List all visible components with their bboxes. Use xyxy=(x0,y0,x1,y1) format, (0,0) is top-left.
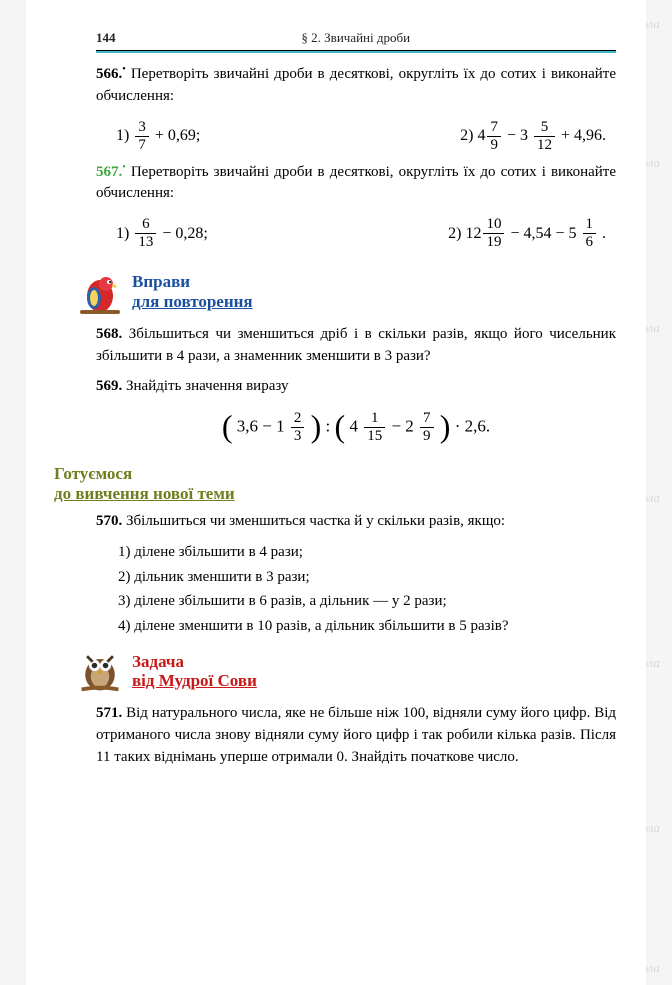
heading-prepare: Готуємося до вивчення нової теми xyxy=(26,464,616,503)
frac-top: 1 xyxy=(368,411,382,427)
tail: + 0,69; xyxy=(155,127,200,145)
heading-text: Готуємося до вивчення нової теми xyxy=(54,464,235,503)
item-2: 2) 479 − 3 512 + 4,96. xyxy=(460,120,606,153)
item-label: 2) xyxy=(460,127,473,145)
mid: − 3 xyxy=(507,127,528,145)
problem-number: 571. xyxy=(96,705,122,721)
heading-exercises: Вправи для повторення xyxy=(76,268,616,316)
section-title: § 2. Звичайні дроби xyxy=(301,30,410,46)
page-number: 144 xyxy=(96,30,116,46)
parrot-icon xyxy=(76,268,124,316)
item-1: 1) 37 + 0,69; xyxy=(116,120,200,153)
problem-569-formula: ( 3,6 − 1 23 ) : ( 4 115 − 2 79 ) · 2,6. xyxy=(96,405,616,454)
whole: 4 xyxy=(477,127,485,145)
problem-570-list: 1) ділене збільшити в 4 рази; 2) дільник… xyxy=(96,541,616,637)
heading-text: Вправи для повторення xyxy=(132,272,253,311)
item-label: 1) xyxy=(116,127,129,145)
problem-text: Перетворіть звичайні дроби в десяткові, … xyxy=(96,164,616,202)
heading-line2: для повторення xyxy=(132,292,253,312)
colon: : xyxy=(326,417,331,436)
problem-text: Збільшиться чи зменшиться частка й у скі… xyxy=(126,513,505,529)
frac-top: 5 xyxy=(538,120,552,136)
tail: + 4,96. xyxy=(561,127,606,145)
frac-bot: 19 xyxy=(483,233,504,250)
problem-number: 570. xyxy=(96,513,122,529)
frac-top: 10 xyxy=(483,217,504,233)
dot: • xyxy=(122,64,126,75)
item-1: 1) 613 − 0,28; xyxy=(116,217,208,250)
frac-bot: 7 xyxy=(135,136,149,153)
item-label: 1) xyxy=(116,225,129,243)
header-rule xyxy=(96,50,616,53)
mid: − 2 xyxy=(391,417,413,436)
problem-568: 568. Збільшиться чи зменшиться дріб і в … xyxy=(96,324,616,368)
whole: 12 xyxy=(465,225,481,243)
part-b: 4 xyxy=(349,417,358,436)
item-label: 2) xyxy=(448,225,461,243)
frac-bot: 15 xyxy=(364,427,385,444)
frac-top: 7 xyxy=(420,411,434,427)
frac-bot: 12 xyxy=(534,136,555,153)
heading-text: Задача від Мудрої Сови xyxy=(132,652,257,691)
problem-571: 571. Від натурального числа, яке не біль… xyxy=(96,703,616,768)
frac-top: 6 xyxy=(139,217,153,233)
frac-top: 3 xyxy=(135,120,149,136)
problem-text: Збільшиться чи зменшиться дріб і в скіль… xyxy=(96,326,616,364)
list-item: 3) ділене збільшити в 6 разів, а дільник… xyxy=(118,590,616,613)
heading-owl: Задача від Мудрої Сови xyxy=(76,647,616,695)
page-header: 144 § 2. Звичайні дроби xyxy=(96,30,616,50)
owl-icon xyxy=(76,647,124,695)
problem-number: 569. xyxy=(96,378,122,394)
problem-570: 570. Збільшиться чи зменшиться частка й … xyxy=(96,511,616,533)
problem-566: 566.• Перетворіть звичайні дроби в десят… xyxy=(96,63,616,108)
heading-line2: до вивчення нової теми xyxy=(54,484,235,504)
heading-line1: Задача xyxy=(132,652,257,672)
problem-text: Перетворіть звичайні дроби в десяткові, … xyxy=(96,66,616,104)
problem-number: 568. xyxy=(96,326,122,342)
frac-bot: 9 xyxy=(487,136,501,153)
list-item: 4) ділене зменшити в 10 разів, а дільник… xyxy=(118,615,616,638)
problem-number: 566. xyxy=(96,66,122,82)
list-item: 1) ділене збільшити в 4 рази; xyxy=(118,541,616,564)
problem-text: Від натурального числа, яке не більше ні… xyxy=(96,705,616,765)
heading-line1: Вправи xyxy=(132,272,253,292)
problem-text: Знайдіть значення виразу xyxy=(126,378,288,394)
frac-top: 2 xyxy=(291,411,305,427)
item-2: 2) 121019 − 4,54 − 5 16 . xyxy=(448,217,606,250)
frac-top: 1 xyxy=(583,217,597,233)
mid: − 4,54 − 5 xyxy=(510,225,576,243)
frac-bot: 3 xyxy=(291,427,305,444)
frac-bot: 13 xyxy=(135,233,156,250)
page-content: 144 § 2. Звичайні дроби 566.• Перетворіт… xyxy=(26,0,646,985)
list-item: 2) дільник зменшити в 3 рази; xyxy=(118,566,616,589)
tail: − 0,28; xyxy=(162,225,207,243)
frac-bot: 9 xyxy=(420,427,434,444)
part-a: 3,6 − 1 xyxy=(237,417,285,436)
frac-top: 7 xyxy=(487,120,501,136)
problem-569: 569. Знайдіть значення виразу xyxy=(96,376,616,398)
problem-number: 567. xyxy=(96,164,122,180)
dot: • xyxy=(122,162,126,173)
tail: . xyxy=(602,225,606,243)
tail: · 2,6. xyxy=(455,417,490,436)
heading-line2: від Мудрої Сови xyxy=(132,671,257,691)
problem-566-items: 1) 37 + 0,69; 2) 479 − 3 512 + 4,96. xyxy=(96,116,616,161)
problem-567: 567.• Перетворіть звичайні дроби в десят… xyxy=(96,161,616,206)
frac-bot: 6 xyxy=(583,233,597,250)
problem-567-items: 1) 613 − 0,28; 2) 121019 − 4,54 − 5 16 . xyxy=(96,213,616,258)
heading-line1: Готуємося xyxy=(54,464,235,484)
